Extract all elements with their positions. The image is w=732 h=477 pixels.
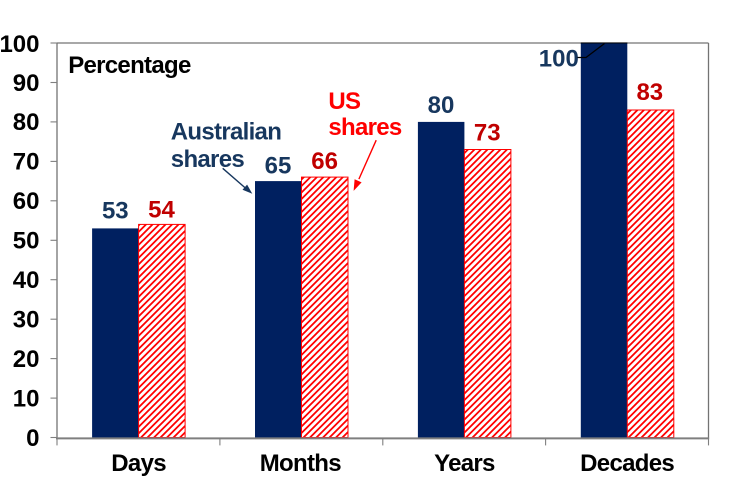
svg-text:100: 100 <box>539 45 579 72</box>
svg-text:Months: Months <box>260 450 341 477</box>
svg-text:30: 30 <box>13 307 40 334</box>
svg-text:90: 90 <box>13 70 40 97</box>
svg-text:20: 20 <box>13 346 40 373</box>
svg-text:40: 40 <box>13 267 40 294</box>
svg-text:Years: Years <box>434 450 495 477</box>
svg-text:83: 83 <box>636 79 663 106</box>
svg-text:Decades: Decades <box>580 450 674 477</box>
svg-text:shares: shares <box>328 114 402 141</box>
svg-text:100: 100 <box>0 31 40 58</box>
svg-text:66: 66 <box>311 148 338 175</box>
svg-text:10: 10 <box>13 385 40 412</box>
svg-text:73: 73 <box>474 120 501 147</box>
svg-text:Percentage: Percentage <box>68 52 191 79</box>
svg-text:Days: Days <box>111 450 166 477</box>
svg-text:80: 80 <box>428 92 455 119</box>
svg-text:shares: shares <box>171 146 245 173</box>
svg-text:0: 0 <box>26 425 39 452</box>
svg-text:US: US <box>328 88 361 115</box>
svg-text:65: 65 <box>265 152 292 179</box>
svg-text:54: 54 <box>148 196 175 223</box>
svg-text:70: 70 <box>13 149 40 176</box>
svg-text:53: 53 <box>102 197 129 224</box>
svg-text:60: 60 <box>13 188 40 215</box>
svg-text:50: 50 <box>13 228 40 255</box>
svg-text:80: 80 <box>13 109 40 136</box>
svg-text:Australian: Australian <box>171 119 281 146</box>
